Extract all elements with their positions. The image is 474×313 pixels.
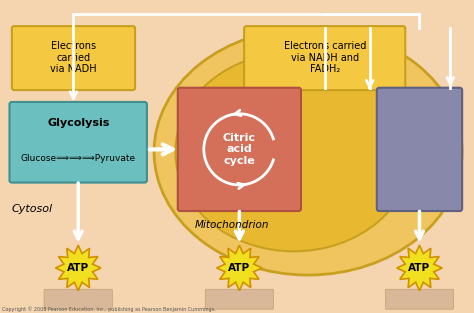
Text: ATP: ATP — [409, 263, 430, 273]
FancyBboxPatch shape — [12, 26, 135, 90]
FancyBboxPatch shape — [377, 88, 462, 211]
Polygon shape — [397, 245, 442, 291]
FancyBboxPatch shape — [44, 289, 112, 309]
Polygon shape — [217, 245, 262, 291]
Text: Electrons
carried
via NADH: Electrons carried via NADH — [50, 41, 97, 74]
Text: Mitochondrion: Mitochondrion — [194, 220, 269, 230]
Text: ATP: ATP — [67, 263, 89, 273]
FancyBboxPatch shape — [205, 289, 273, 309]
Text: Glucose⟹⟹⟹Pyruvate: Glucose⟹⟹⟹Pyruvate — [21, 154, 136, 163]
Ellipse shape — [175, 52, 412, 251]
Ellipse shape — [154, 28, 462, 275]
Text: Copyright © 2008 Pearson Education, Inc., publishing as Pearson Benjamin Cumming: Copyright © 2008 Pearson Education, Inc.… — [2, 306, 216, 312]
Text: Electrons carried
via NADH and
FADH₂: Electrons carried via NADH and FADH₂ — [283, 41, 366, 74]
Text: Cytosol: Cytosol — [12, 204, 53, 214]
FancyBboxPatch shape — [244, 26, 405, 90]
Text: Glycolysis: Glycolysis — [47, 118, 109, 128]
Polygon shape — [55, 245, 101, 291]
FancyBboxPatch shape — [178, 88, 301, 211]
Text: ATP: ATP — [228, 263, 250, 273]
FancyBboxPatch shape — [385, 289, 454, 309]
Text: Citric
acid
cycle: Citric acid cycle — [223, 133, 256, 166]
FancyBboxPatch shape — [9, 102, 147, 182]
